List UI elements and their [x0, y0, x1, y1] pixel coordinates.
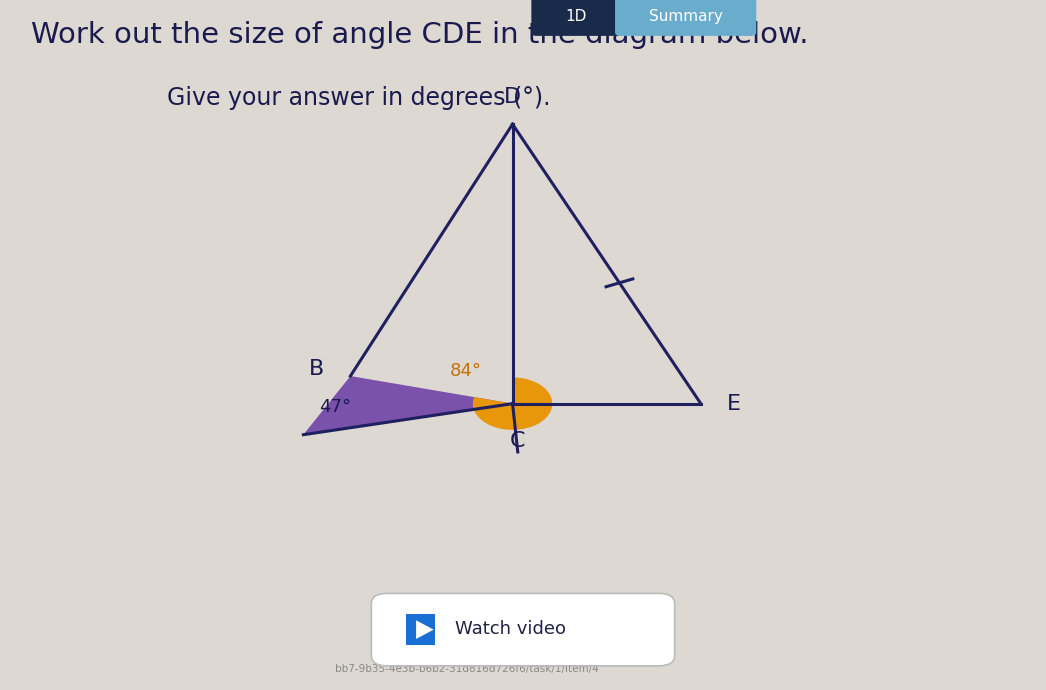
- FancyBboxPatch shape: [531, 0, 620, 36]
- Polygon shape: [416, 620, 434, 639]
- Text: Summary: Summary: [649, 9, 723, 23]
- Text: B: B: [309, 359, 324, 379]
- Text: 47°: 47°: [319, 398, 350, 416]
- Text: Give your answer in degrees (°).: Give your answer in degrees (°).: [167, 86, 551, 110]
- Text: Work out the size of angle CDE in the diagram below.: Work out the size of angle CDE in the di…: [31, 21, 809, 49]
- Text: 1D: 1D: [565, 9, 587, 23]
- Text: Watch video: Watch video: [455, 620, 566, 638]
- Text: 84°: 84°: [450, 362, 481, 380]
- Text: bb7-9b35-4e3b-b6b2-31d816d726f6/task/1/item/4: bb7-9b35-4e3b-b6b2-31d816d726f6/task/1/i…: [335, 664, 598, 673]
- FancyBboxPatch shape: [371, 593, 675, 666]
- Wedge shape: [473, 377, 552, 430]
- Text: C: C: [510, 431, 525, 451]
- Text: E: E: [727, 394, 741, 413]
- FancyBboxPatch shape: [406, 614, 435, 645]
- Polygon shape: [303, 376, 513, 435]
- Text: D: D: [504, 87, 521, 107]
- FancyBboxPatch shape: [615, 0, 756, 36]
